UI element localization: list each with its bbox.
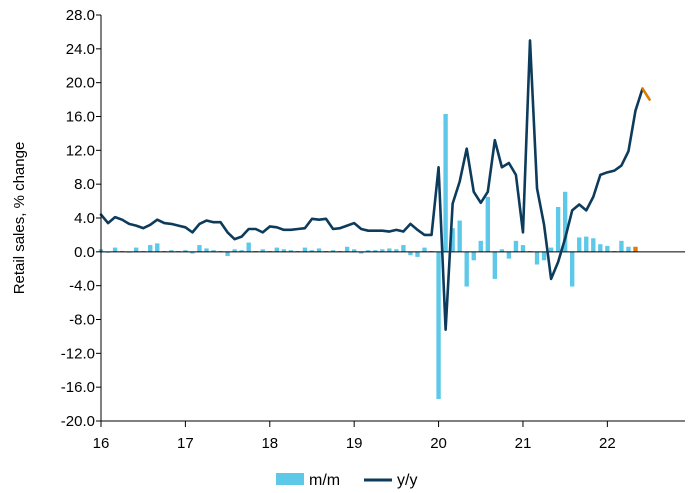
x-tick-label: 22 <box>599 435 616 452</box>
bar-mm <box>619 240 624 252</box>
bar-mm <box>436 251 441 400</box>
bar-mm <box>555 207 561 252</box>
line-layer <box>99 39 651 331</box>
bar-mm <box>492 251 498 279</box>
x-tick-label: 20 <box>430 435 447 452</box>
bar-mm <box>302 247 308 252</box>
x-tick-label: 21 <box>515 435 532 452</box>
bar-mm <box>577 237 582 252</box>
bar-mm <box>401 245 406 252</box>
y-tick-label: 24.0 <box>66 41 95 58</box>
bar-mm <box>133 247 139 252</box>
bar-mm <box>457 220 462 252</box>
bar-mm <box>112 247 118 252</box>
bar-mm <box>204 248 209 252</box>
bar-mm <box>499 249 505 252</box>
bar-mm <box>211 250 216 252</box>
bar-mm <box>450 228 455 252</box>
bars-layer <box>98 113 638 400</box>
line-yy <box>99 39 644 331</box>
bar-mm <box>387 248 392 252</box>
y-tick-label: -16.0 <box>61 379 95 396</box>
bar-mm <box>316 248 322 252</box>
bar-mm <box>183 250 188 252</box>
y-tick-label: 4.0 <box>74 210 95 227</box>
legend: m/m y/y <box>276 472 417 489</box>
bar-mm <box>148 245 153 252</box>
bar-mm <box>598 244 603 252</box>
y-tick-label: 0.0 <box>74 244 95 261</box>
bar-mm <box>570 251 575 287</box>
bar-mm <box>155 243 160 252</box>
bar-mm <box>232 249 237 252</box>
y-tick-label: 20.0 <box>66 75 95 92</box>
bar-mm <box>352 249 357 252</box>
bar-mm <box>281 249 287 252</box>
y-tick-label: -4.0 <box>69 278 95 295</box>
bar-mm <box>548 247 554 252</box>
bar-mm <box>534 251 540 265</box>
bar-mm <box>190 251 195 254</box>
bar-mm <box>584 236 589 252</box>
bar-mm <box>513 240 519 252</box>
bar-mm <box>591 238 596 252</box>
bar-mm <box>626 246 631 252</box>
bar-mm <box>471 251 476 261</box>
bar-mm <box>380 249 385 252</box>
bar-mm <box>464 251 469 287</box>
bar-mm <box>260 249 265 252</box>
y-tick-label: 28.0 <box>66 7 95 24</box>
x-tick-label: 19 <box>346 435 363 452</box>
line-yy-latest <box>641 87 651 101</box>
legend-label-yy: y/y <box>397 472 417 489</box>
bar-mm <box>330 250 336 252</box>
bar-mm <box>443 113 448 252</box>
bar-mm <box>520 245 526 252</box>
bar-mm <box>605 245 610 252</box>
y-tick-label: 12.0 <box>66 142 95 159</box>
bar-mm <box>541 251 547 261</box>
bar-mm <box>197 245 202 252</box>
y-tick-label: -12.0 <box>61 345 95 362</box>
bar-mm <box>246 242 251 252</box>
bar-mm <box>169 250 174 252</box>
bar-mm <box>309 250 315 252</box>
bar-mm <box>478 240 483 252</box>
bar-mm <box>408 251 413 256</box>
bar-mm <box>422 247 427 252</box>
legend-swatch-mm <box>276 473 304 485</box>
x-axis: 16 17 18 19 20 21 22 <box>93 420 685 452</box>
bar-mm <box>225 251 230 257</box>
y-tick-label: -8.0 <box>69 312 95 329</box>
legend-label-mm: m/m <box>309 472 340 489</box>
x-tick-label: 17 <box>177 435 194 452</box>
bar-mm <box>274 247 279 252</box>
x-tick-label: 18 <box>261 435 278 452</box>
bar-mm <box>562 191 568 252</box>
bar-mm <box>485 196 490 252</box>
bar-mm <box>394 249 399 252</box>
bar-mm <box>359 251 364 254</box>
bar-mm <box>344 246 350 252</box>
bar-mm <box>633 246 638 252</box>
bar-mm <box>415 251 420 257</box>
x-tick-label: 16 <box>93 435 110 452</box>
bar-mm <box>366 250 371 252</box>
y-tick-label: 8.0 <box>74 176 95 193</box>
bar-mm <box>506 251 512 259</box>
y-axis-title: Retail sales, % change <box>11 142 28 295</box>
bar-mm <box>239 250 244 252</box>
y-tick-label: -20.0 <box>61 413 95 430</box>
y-axis: -20.0 -16.0 -12.0 -8.0 -4.0 0.0 4.0 8.0 12.0 16.0… <box>61 7 102 430</box>
bar-mm <box>373 250 378 252</box>
bar-mm <box>288 250 294 252</box>
y-tick-label: 16.0 <box>66 109 95 126</box>
